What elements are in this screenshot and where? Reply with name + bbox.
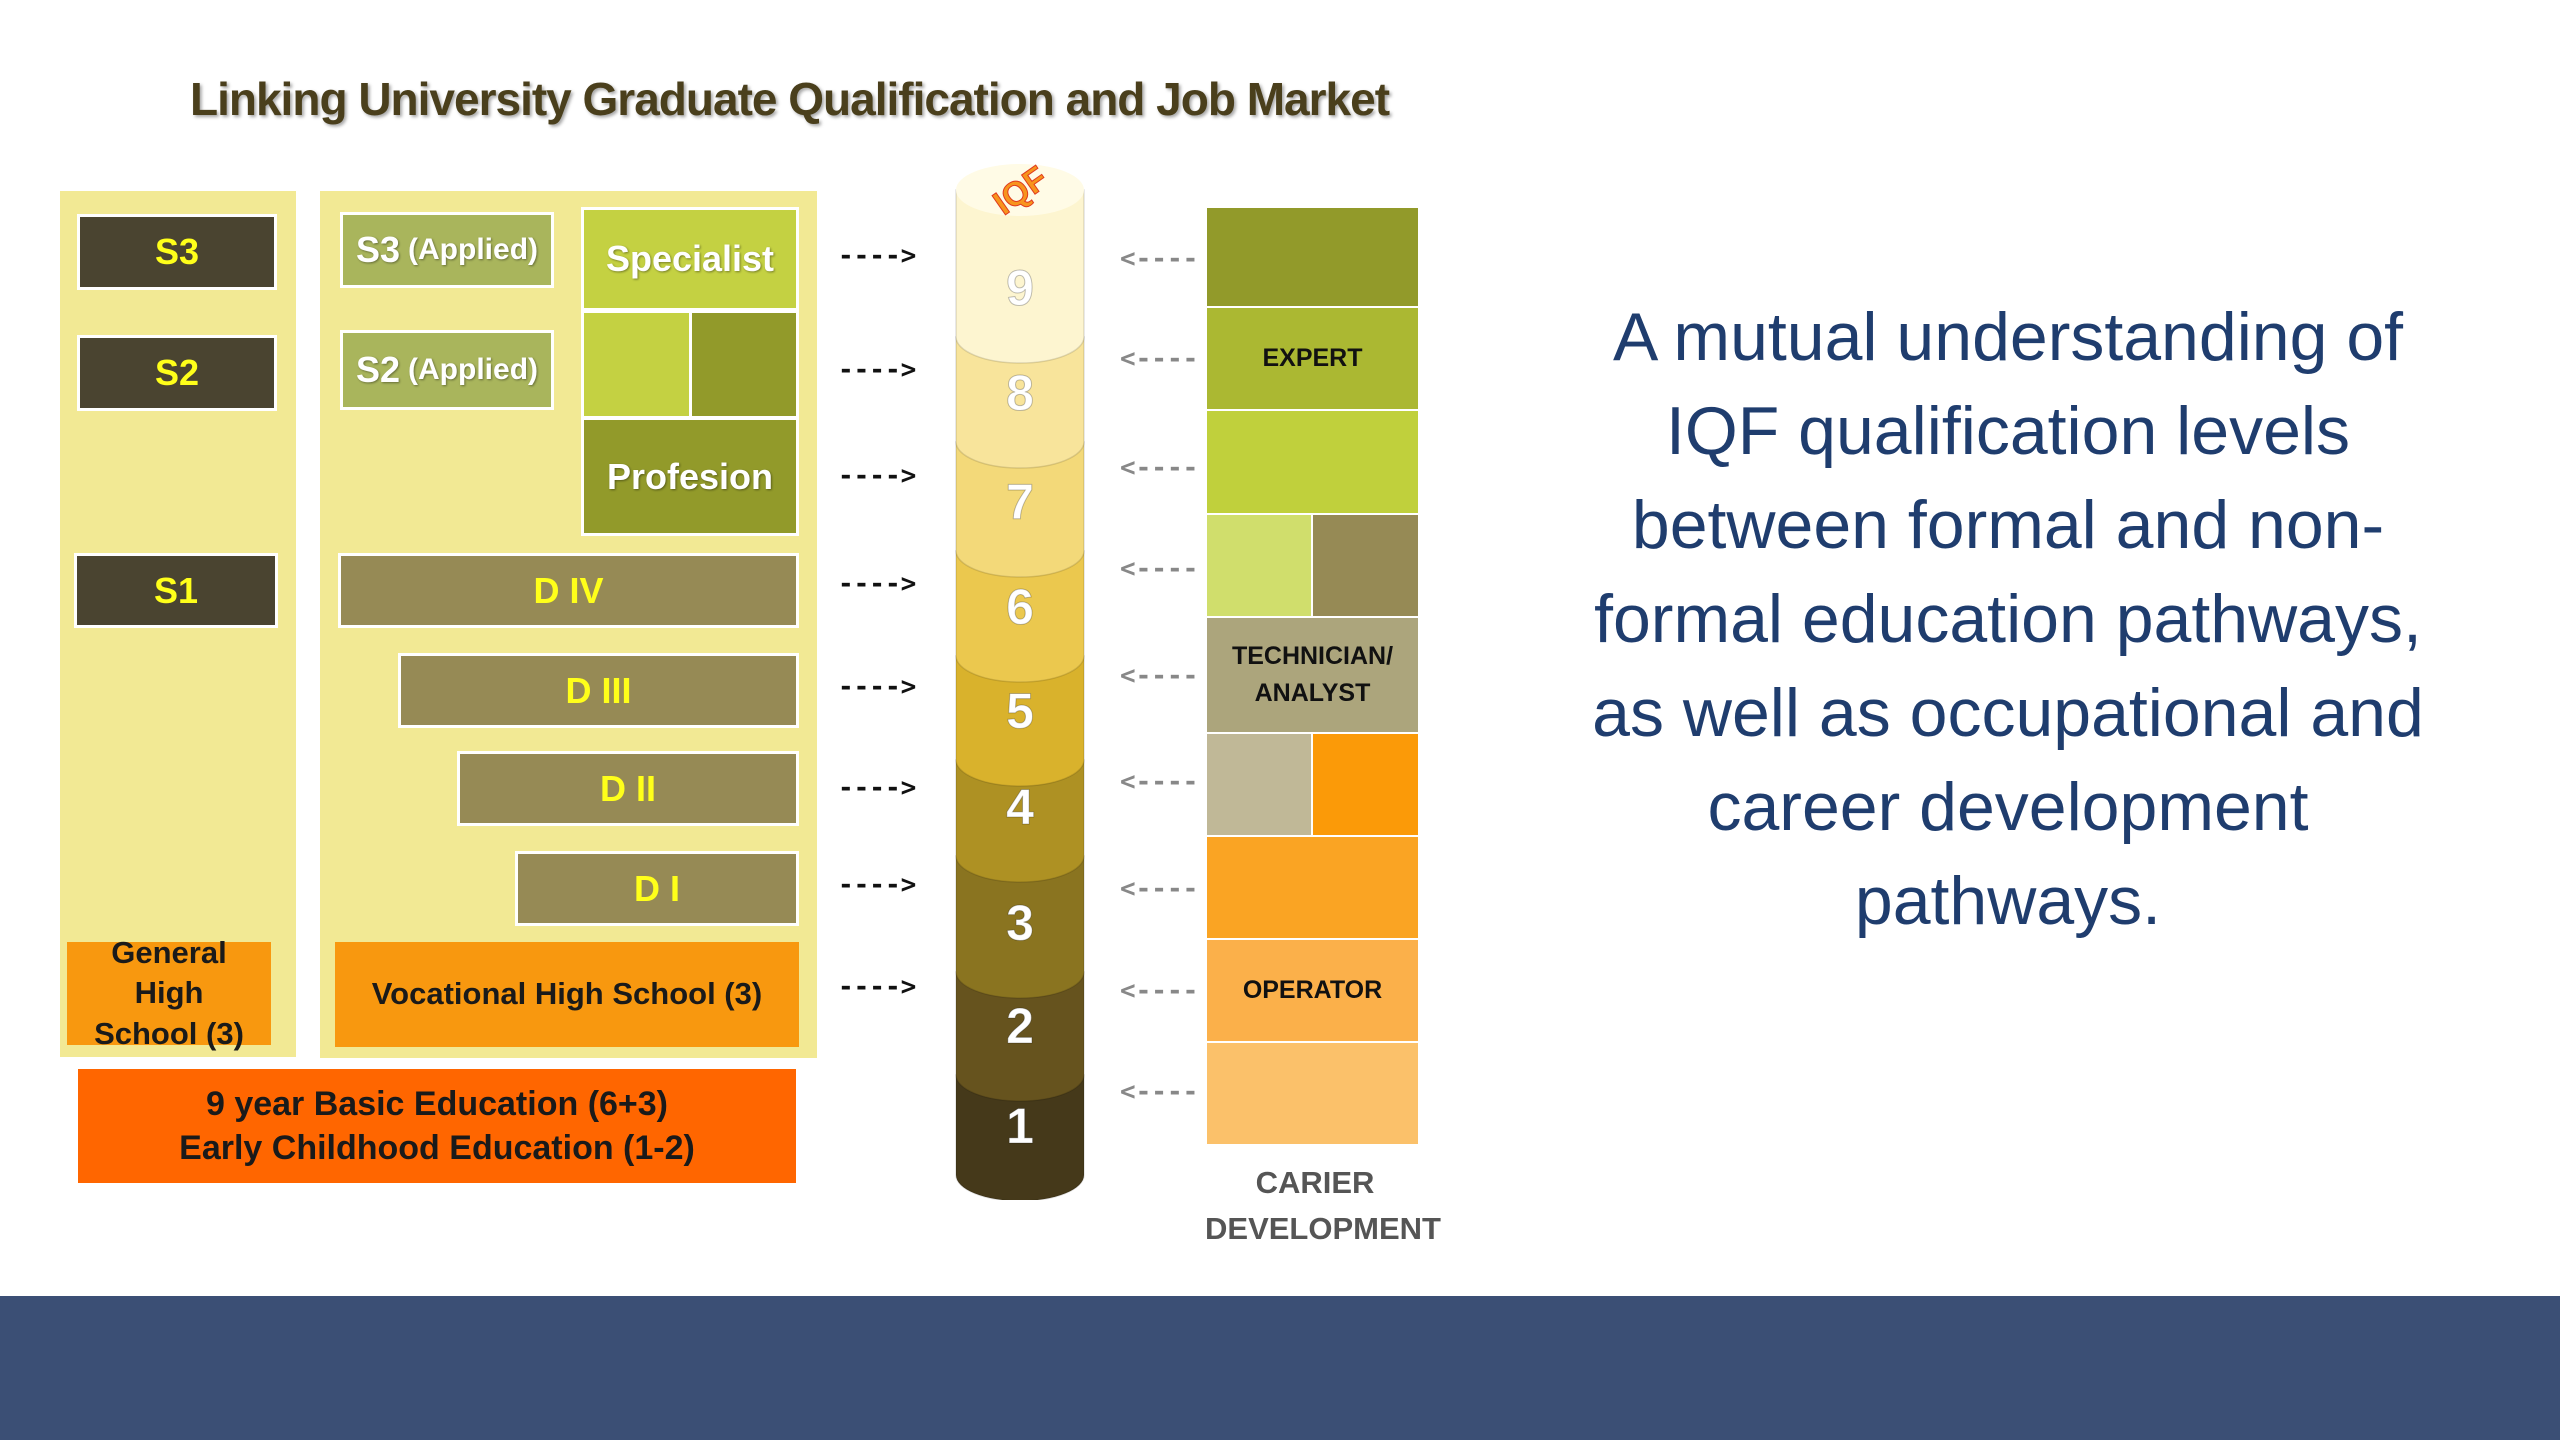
career-technician-analyst: TECHNICIAN/ ANALYST (1205, 616, 1420, 734)
right-arrow-icon: ----> (838, 355, 917, 385)
left-arrow-icon: <---- (1120, 661, 1199, 691)
iqf-level-label: 7 (1006, 474, 1034, 530)
left-arrow-icon: <---- (1120, 453, 1199, 483)
iqf-level-label: 5 (1006, 683, 1034, 739)
right-arrow-icon: ----> (838, 569, 917, 599)
iqf-level-label: 2 (1006, 998, 1034, 1054)
career-block-7 (1205, 409, 1420, 515)
s2-applied-box: S2 (Applied) (340, 330, 554, 410)
iqf-level-7: 7 (955, 441, 1085, 578)
s3-applied-label: S3 (355, 229, 401, 270)
left-arrow-icon: <---- (1120, 874, 1199, 904)
iqf-level-label: 1 (1006, 1098, 1034, 1154)
iqf-level-label: 9 (1006, 260, 1034, 316)
iqf-level-label: 3 (1006, 895, 1034, 951)
iqf-level-5: 5 (955, 655, 1085, 787)
iqf-level-2: 2 (955, 971, 1085, 1102)
left-arrow-icon: <---- (1120, 344, 1199, 374)
applied-label: (Applied) (408, 233, 539, 266)
iqf-level-6: 6 (955, 550, 1085, 683)
right-arrow-icon: ----> (838, 972, 917, 1002)
iqf-level-8: 8 (955, 336, 1085, 469)
s3-applied-box: S3 (Applied) (340, 212, 554, 288)
left-arrow-icon: <---- (1120, 244, 1199, 274)
career-block-9 (1205, 206, 1420, 308)
general-high-school-box: General High School (3) (67, 935, 271, 1051)
career-operator: OPERATOR (1205, 938, 1420, 1043)
left-arrow-icon: <---- (1120, 976, 1199, 1006)
applied-label: (Applied) (408, 353, 539, 386)
caption-line-2: DEVELOPMENT (1205, 1211, 1441, 1246)
right-arrow-icon: ----> (838, 773, 917, 803)
basic-education-line: 9 year Basic Education (6+3) (205, 1084, 669, 1123)
right-arrow-icon: ----> (838, 672, 917, 702)
career-expert: EXPERT (1205, 306, 1420, 411)
s1-box: S1 (74, 553, 278, 628)
vocational-high-school-box: Vocational High School (3) (335, 942, 799, 1047)
career-block-4b (1311, 732, 1420, 837)
iqf-level-label: 6 (1006, 579, 1034, 635)
cylinder-top (956, 164, 1084, 216)
specialist-box: Specialist (581, 207, 799, 311)
s2-applied-label: S2 (355, 349, 401, 390)
career-block-1 (1205, 1041, 1420, 1146)
iqf-level-4: 4 (955, 759, 1085, 883)
left-arrow-icon: <---- (1120, 554, 1199, 584)
career-block-3 (1205, 835, 1420, 940)
early-childhood-line: Early Childhood Education (1-2) (179, 1129, 695, 1167)
basic-education-box: 9 year Basic Education (6+3) Early Child… (78, 1069, 796, 1183)
career-development-caption: CARIER DEVELOPMENT (1205, 1160, 1441, 1252)
diagram-title: Linking University Graduate Qualificatio… (190, 73, 1390, 125)
iqf-level-9: 9 (955, 189, 1085, 364)
d1-box: D I (515, 851, 799, 926)
iqf-level-label: 8 (1006, 365, 1034, 421)
career-block-4a (1205, 732, 1313, 837)
footer-band (0, 1296, 2560, 1440)
left-arrow-icon: <---- (1120, 767, 1199, 797)
right-arrow-icon: ----> (838, 870, 917, 900)
profesion-box: Profesion (581, 417, 799, 536)
iqf-level-label: 4 (1006, 779, 1034, 835)
d3-box: D III (398, 653, 799, 728)
s3-box: S3 (77, 214, 277, 290)
iqf-level-3: 3 (955, 855, 1085, 999)
d2-box: D II (457, 751, 799, 826)
statement-text: A mutual understanding of IQF qualificat… (1592, 299, 2424, 939)
d4-box: D IV (338, 553, 799, 628)
specialist-split-left (581, 310, 692, 419)
career-block-6a (1205, 513, 1313, 618)
right-arrow-icon: ----> (838, 241, 917, 271)
iqf-level-1: 1 (955, 1074, 1085, 1200)
specialist-split-right (689, 310, 799, 419)
right-arrow-icon: ----> (838, 461, 917, 491)
s2-box: S2 (77, 335, 277, 411)
left-arrow-icon: <---- (1120, 1077, 1199, 1107)
career-block-6b (1311, 513, 1420, 618)
caption-line-1: CARIER (1255, 1165, 1375, 1200)
